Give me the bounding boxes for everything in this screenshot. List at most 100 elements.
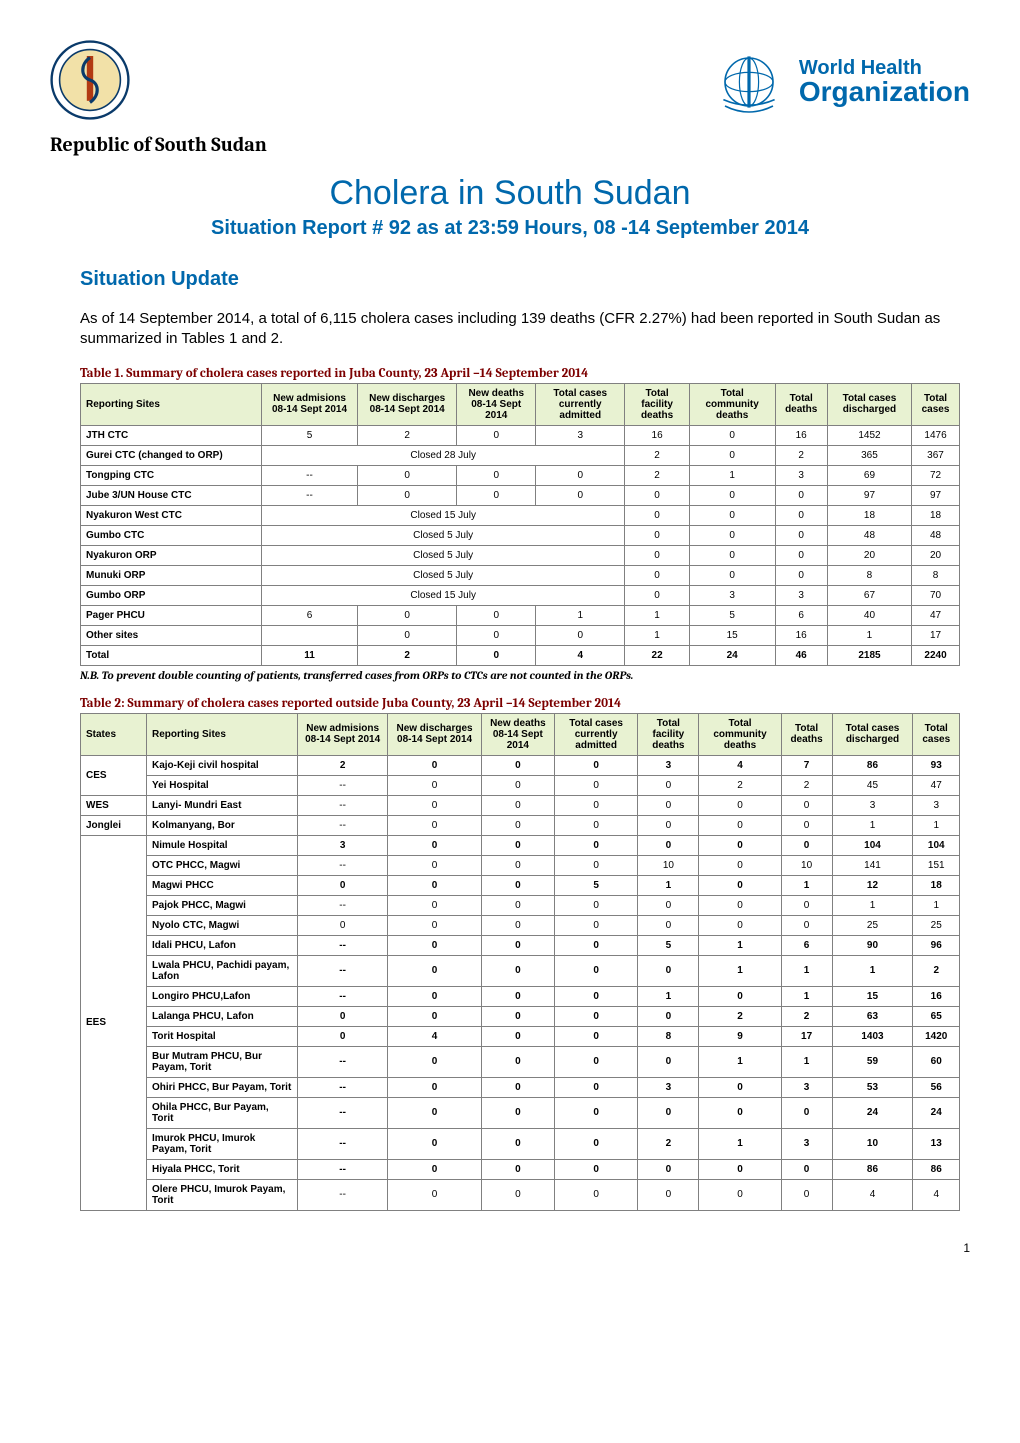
- table2-site-cell: Yei Hospital: [147, 775, 298, 795]
- table2-site-cell: Ohiri PHCC, Bur Payam, Torit: [147, 1077, 298, 1097]
- table2-cell: 0: [481, 1159, 554, 1179]
- table2-cell: 3: [298, 835, 388, 855]
- table-row: EESNimule Hospital3000000104104: [81, 835, 960, 855]
- table1-cell: --: [262, 485, 358, 505]
- table-row: Bur Mutram PHCU, Bur Payam, Torit--00001…: [81, 1046, 960, 1077]
- table2-cell: 0: [481, 986, 554, 1006]
- table2-cell: 0: [388, 855, 482, 875]
- table2-col-header: New discharges 08-14 Sept 2014: [388, 713, 482, 755]
- table2-cell: 90: [832, 935, 913, 955]
- table2-site-cell: Magwi PHCC: [147, 875, 298, 895]
- table2-cell: 0: [554, 755, 638, 775]
- table2-caption: Table 2: Summary of cholera cases report…: [80, 696, 960, 711]
- table-row: Gurei CTC (changed to ORP)Closed 28 July…: [81, 445, 960, 465]
- table2-cell: 18: [913, 875, 960, 895]
- table2-col-header: Total cases discharged: [832, 713, 913, 755]
- table2-site-cell: Lwala PHCU, Pachidi payam, Lafon: [147, 955, 298, 986]
- table2-site-cell: Torit Hospital: [147, 1026, 298, 1046]
- table1-col-header: Total facility deaths: [625, 383, 689, 425]
- table-row: Total1120422244621852240: [81, 645, 960, 665]
- table2-cell: 0: [388, 795, 482, 815]
- table2-cell: 0: [481, 1046, 554, 1077]
- table2-cell: 3: [638, 755, 699, 775]
- table2-site-cell: Idali PHCU, Lafon: [147, 935, 298, 955]
- table2-cell: --: [298, 895, 388, 915]
- table1-cell: 24: [689, 645, 775, 665]
- table2-cell: 13: [913, 1128, 960, 1159]
- table2-cell: 10: [638, 855, 699, 875]
- who-text-line1: World Health: [799, 58, 970, 78]
- table2-cell: 0: [638, 1097, 699, 1128]
- table-row: Lwala PHCU, Pachidi payam, Lafon--000011…: [81, 955, 960, 986]
- table2-cell: --: [298, 986, 388, 1006]
- table-row: Yei Hospital--0000224547: [81, 775, 960, 795]
- table2-col-header: Total cases: [913, 713, 960, 755]
- table2-cell: 0: [388, 935, 482, 955]
- table2-col-header: Total facility deaths: [638, 713, 699, 755]
- table1-col-header: New discharges 08-14 Sept 2014: [358, 383, 457, 425]
- table2-cell: 0: [554, 1159, 638, 1179]
- table2-cell: 0: [481, 1006, 554, 1026]
- table-row: JongleiKolmanyang, Bor--00000011: [81, 815, 960, 835]
- table1-cell: 48: [827, 525, 911, 545]
- table1-cell: 3: [775, 585, 827, 605]
- table2-cell: 8: [638, 1026, 699, 1046]
- table1-cell: 5: [689, 605, 775, 625]
- table1-cell: 70: [912, 585, 960, 605]
- table2-cell: 10: [781, 855, 832, 875]
- table2-cell: 65: [913, 1006, 960, 1026]
- table-row: Nyolo CTC, Magwi00000002525: [81, 915, 960, 935]
- who-text-line2: Organization: [799, 78, 970, 106]
- who-text: World Health Organization: [799, 58, 970, 106]
- table-row: Tongping CTC--0002136972: [81, 465, 960, 485]
- table2-cell: 17: [781, 1026, 832, 1046]
- table1-cell: 1: [827, 625, 911, 645]
- table-row: Idali PHCU, Lafon--0005169096: [81, 935, 960, 955]
- table2-cell: 0: [699, 986, 781, 1006]
- table1-site-cell: Munuki ORP: [81, 565, 262, 585]
- table2-cell: 1403: [832, 1026, 913, 1046]
- table2-cell: 1: [699, 1046, 781, 1077]
- table-row: Ohila PHCC, Bur Payam, Torit--0000002424: [81, 1097, 960, 1128]
- table2-cell: 47: [913, 775, 960, 795]
- table2-cell: --: [298, 795, 388, 815]
- table2-cell: 1: [699, 935, 781, 955]
- table-row: Nyakuron ORPClosed 5 July0002020: [81, 545, 960, 565]
- table1-site-cell: Total: [81, 645, 262, 665]
- table1-cell: 16: [775, 625, 827, 645]
- table2-cell: 1: [832, 895, 913, 915]
- table-row: Torit Hospital0400891714031420: [81, 1026, 960, 1046]
- table2-cell: 0: [699, 835, 781, 855]
- table1-closed-cell: Closed 5 July: [262, 545, 625, 565]
- table2-cell: 3: [781, 1128, 832, 1159]
- table2-cell: 12: [832, 875, 913, 895]
- situation-heading: Situation Update: [80, 268, 960, 291]
- table2-cell: 1: [832, 955, 913, 986]
- table2-cell: 56: [913, 1077, 960, 1097]
- table1-cell: 0: [625, 545, 689, 565]
- table2-cell: 60: [913, 1046, 960, 1077]
- table2-cell: 2: [699, 1006, 781, 1026]
- table1-cell: 0: [358, 485, 457, 505]
- table2-cell: 0: [699, 855, 781, 875]
- table2-cell: 0: [781, 835, 832, 855]
- table1-cell: 0: [457, 485, 536, 505]
- table2-cell: 0: [554, 935, 638, 955]
- table2-cell: 3: [913, 795, 960, 815]
- table1-cell: 0: [689, 485, 775, 505]
- table2-cell: 0: [638, 775, 699, 795]
- table2-cell: 86: [832, 755, 913, 775]
- table1-closed-cell: Closed 5 July: [262, 565, 625, 585]
- table2-cell: 24: [832, 1097, 913, 1128]
- table1-cell: 3: [689, 585, 775, 605]
- table2-col-header: Total deaths: [781, 713, 832, 755]
- table2-cell: 0: [388, 1128, 482, 1159]
- table2-site-cell: Imurok PHCU, Imurok Payam, Torit: [147, 1128, 298, 1159]
- table2-cell: 0: [298, 875, 388, 895]
- table1-col-header: New deaths 08-14 Sept 2014: [457, 383, 536, 425]
- table2-cell: 0: [388, 1159, 482, 1179]
- table2-cell: 0: [638, 955, 699, 986]
- table2-cell: 0: [554, 1128, 638, 1159]
- table1-cell: 46: [775, 645, 827, 665]
- table2-cell: 0: [638, 1159, 699, 1179]
